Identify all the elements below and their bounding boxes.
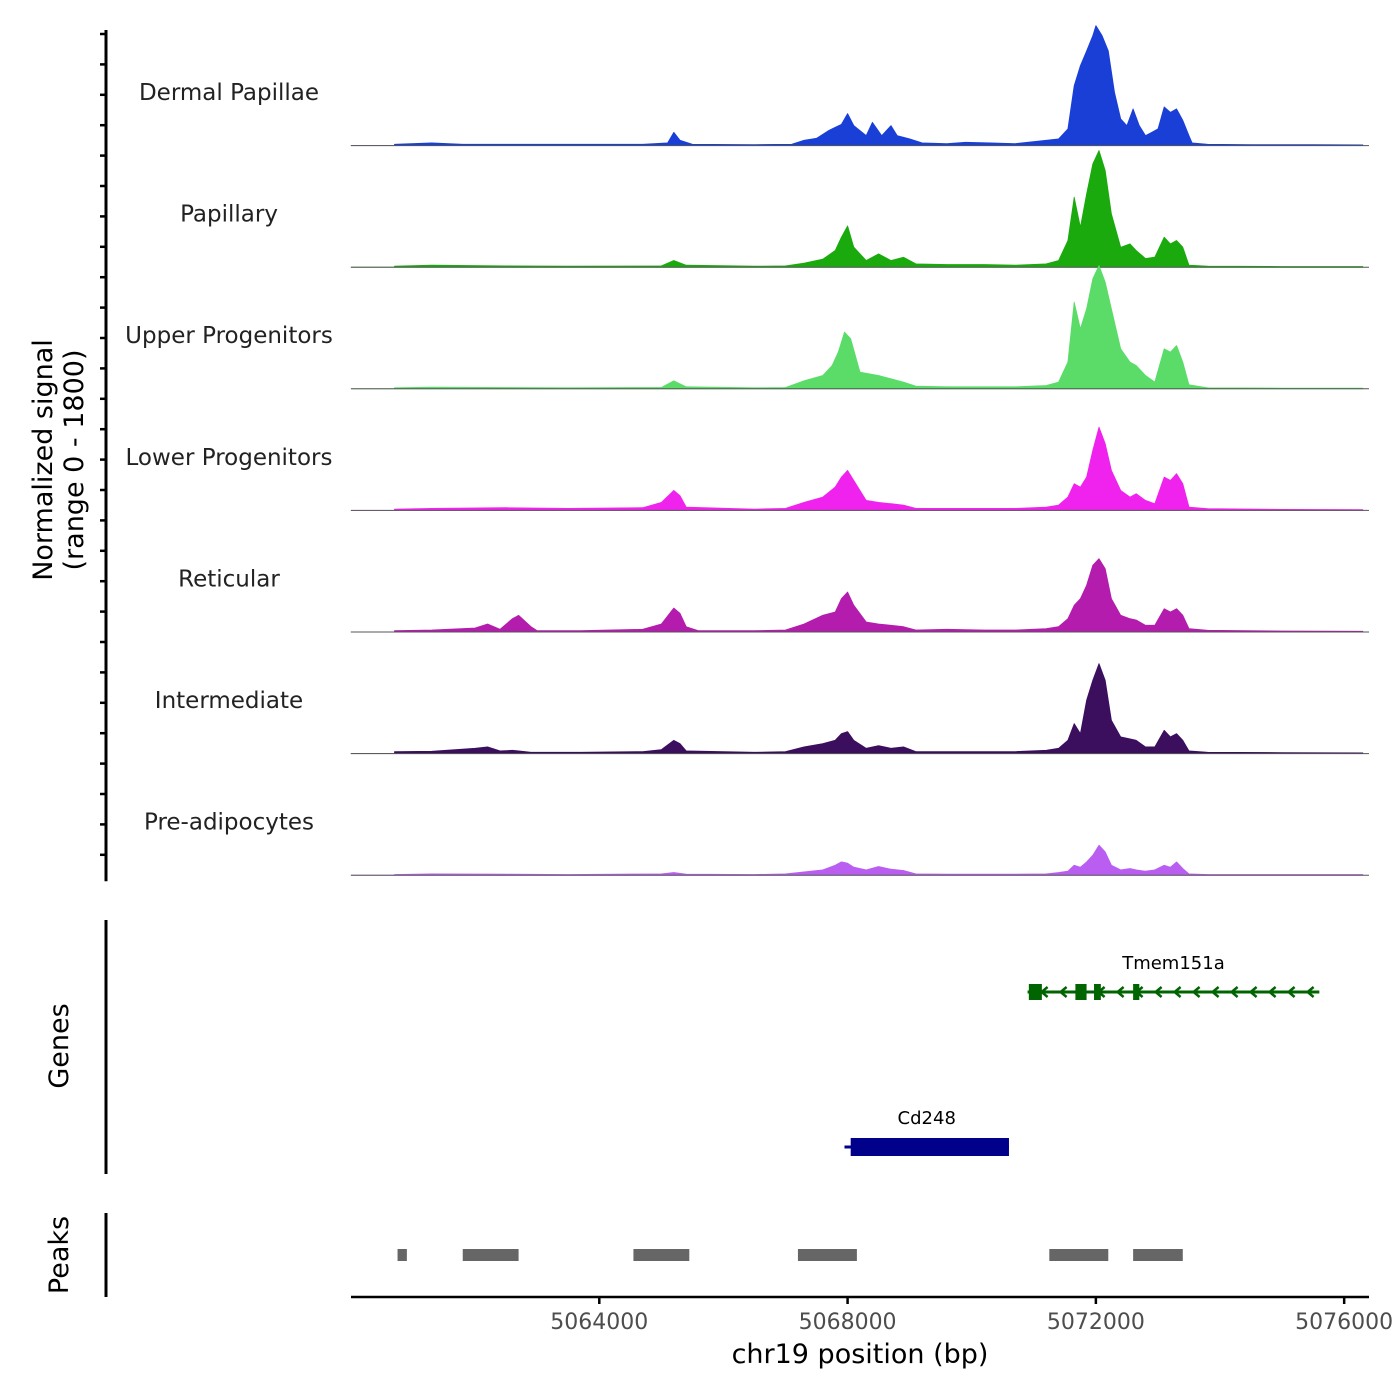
track-label: Upper Progenitors: [125, 323, 333, 349]
exon: [1028, 984, 1042, 1000]
track-label: Dermal Papillae: [139, 80, 319, 106]
track-intermediate: Intermediate: [155, 663, 1369, 755]
coverage-tracks: Dermal Papillae Papillary Upper Progenitor…: [125, 25, 1369, 876]
coverage-area: [350, 558, 1364, 633]
strand-chevron: [1267, 986, 1277, 998]
strand-chevron: [1286, 986, 1296, 998]
strand-chevron: [1115, 986, 1125, 998]
track-pre-adipocytes: Pre-adipocytes: [144, 810, 1369, 876]
coverage-area: [350, 844, 1364, 876]
peak-region: [1133, 1249, 1183, 1261]
track-lower-progenitors: Lower Progenitors: [126, 426, 1369, 511]
peak-region: [633, 1249, 690, 1261]
track-upper-progenitors: Upper Progenitors: [125, 265, 1369, 390]
track-label: Lower Progenitors: [126, 445, 333, 471]
strand-chevron: [1229, 986, 1239, 998]
y-axis-title-line1: Normalized signal: [28, 339, 59, 581]
track-label: Pre-adipocytes: [144, 810, 314, 836]
genes-track: Tmem151a Cd248: [844, 953, 1320, 1156]
track-dermal-papillae: Dermal Papillae: [139, 25, 1369, 147]
strand-chevron: [1153, 986, 1163, 998]
strand-chevron: [1210, 986, 1220, 998]
coverage-area: [350, 150, 1364, 268]
gene-name-label: Tmem151a: [1121, 953, 1225, 974]
gene-tmem151a: Tmem151a: [1027, 953, 1320, 1000]
track-label: Papillary: [180, 202, 278, 228]
exon: [850, 1138, 1009, 1156]
track-label: Reticular: [178, 566, 280, 592]
gene-cd248: Cd248: [844, 1108, 1009, 1156]
peak-region: [397, 1249, 407, 1261]
x-axis-tick-label: 5064000: [550, 1310, 648, 1335]
x-axis-title: chr19 position (bp): [732, 1339, 989, 1370]
gene-name-label: Cd248: [898, 1108, 956, 1129]
track-reticular: Reticular: [178, 558, 1369, 633]
x-axis-tick-label: 5072000: [1047, 1310, 1145, 1335]
strand-chevron: [1248, 986, 1258, 998]
strand-chevron: [1305, 986, 1315, 998]
exon: [1094, 984, 1101, 1000]
signal-y-axis-ticks: [100, 32, 106, 857]
track-label: Intermediate: [155, 688, 303, 714]
track-papillary: Papillary: [180, 150, 1369, 268]
strand-chevron: [1058, 986, 1068, 998]
y-axis-title-line2: (range 0 - 1800): [59, 350, 90, 571]
peaks-track: [397, 1249, 1183, 1261]
peaks-track-label: Peaks: [44, 1216, 75, 1294]
coverage-area: [350, 663, 1364, 754]
strand-chevron: [1191, 986, 1201, 998]
peak-region: [462, 1249, 519, 1261]
strand-chevron: [1172, 986, 1182, 998]
peak-region: [797, 1249, 857, 1261]
x-axis-tick-label: 5068000: [799, 1310, 897, 1335]
coverage-area: [350, 426, 1364, 511]
genes-track-label: Genes: [44, 1003, 75, 1088]
x-axis-ticks: 5064000 5068000 5072000 5076000: [550, 1297, 1393, 1335]
peak-region: [1049, 1249, 1109, 1261]
x-axis-tick-label: 5076000: [1295, 1310, 1393, 1335]
exon: [1133, 984, 1140, 1000]
coverage-area: [350, 265, 1364, 390]
coverage-area: [350, 25, 1364, 146]
exon: [1075, 984, 1087, 1000]
